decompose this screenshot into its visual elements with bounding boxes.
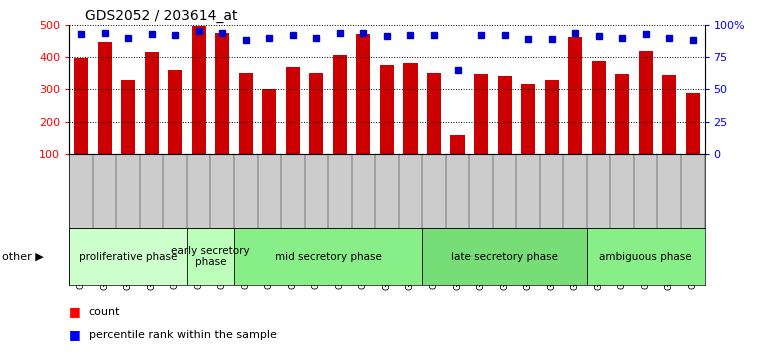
Bar — [662, 75, 676, 154]
Bar — [544, 80, 559, 154]
Bar — [192, 26, 206, 154]
Text: late secretory phase: late secretory phase — [451, 252, 558, 262]
Text: ambiguous phase: ambiguous phase — [599, 252, 692, 262]
Text: ■: ■ — [69, 328, 81, 341]
Bar — [638, 51, 653, 154]
Text: count: count — [89, 307, 120, 316]
Bar — [145, 52, 159, 154]
Bar — [474, 74, 488, 154]
Bar — [686, 93, 700, 154]
Text: other ▶: other ▶ — [2, 252, 43, 262]
Bar — [403, 63, 417, 154]
Bar — [310, 73, 323, 154]
Text: percentile rank within the sample: percentile rank within the sample — [89, 330, 276, 339]
Bar — [168, 70, 182, 154]
Bar — [450, 135, 464, 154]
Bar — [422, 228, 587, 285]
Bar — [357, 34, 370, 154]
Bar — [69, 228, 187, 285]
Bar — [263, 89, 276, 154]
Bar — [333, 55, 347, 154]
Text: early secretory
phase: early secretory phase — [171, 246, 249, 268]
Text: ■: ■ — [69, 305, 81, 318]
Bar — [239, 73, 253, 154]
Bar — [497, 76, 511, 154]
Bar — [380, 65, 394, 154]
Bar — [121, 80, 136, 154]
Bar — [187, 228, 234, 285]
Bar — [286, 67, 300, 154]
Bar — [74, 58, 88, 154]
Bar — [587, 228, 705, 285]
Bar — [98, 42, 112, 154]
Text: mid secretory phase: mid secretory phase — [275, 252, 382, 262]
Bar — [521, 84, 535, 154]
Bar — [568, 37, 582, 154]
Bar — [615, 74, 629, 154]
Text: proliferative phase: proliferative phase — [79, 252, 177, 262]
Bar — [215, 33, 229, 154]
Text: GDS2052 / 203614_at: GDS2052 / 203614_at — [85, 9, 237, 23]
Bar — [591, 61, 606, 154]
Bar — [427, 73, 441, 154]
Bar — [234, 228, 422, 285]
